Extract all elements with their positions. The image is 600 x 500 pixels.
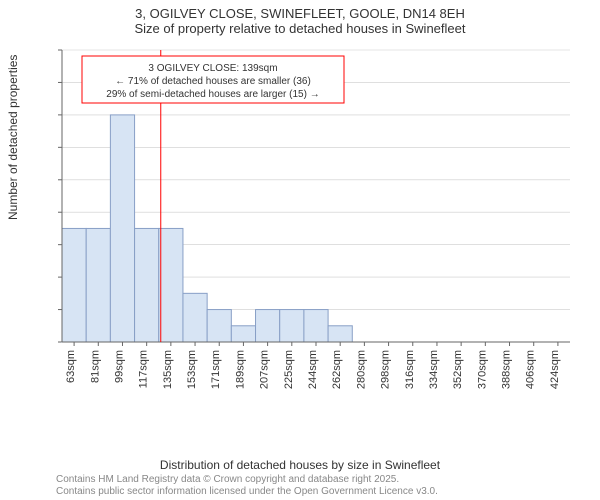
histogram-bar — [62, 228, 86, 342]
x-tick-label: 370sqm — [476, 350, 488, 389]
x-tick-label: 262sqm — [331, 350, 343, 389]
x-tick-label: 225sqm — [283, 350, 295, 389]
x-tick-label: 99sqm — [113, 350, 125, 383]
y-axis-label: Number of detached properties — [6, 55, 20, 220]
chart-container: 3, OGILVEY CLOSE, SWINEFLEET, GOOLE, DN1… — [0, 0, 600, 500]
attribution-line2: Contains public sector information licen… — [56, 486, 438, 498]
x-tick-label: 424sqm — [549, 350, 561, 389]
x-tick-label: 153sqm — [186, 350, 198, 389]
histogram-bar — [231, 326, 255, 342]
attribution-line1: Contains HM Land Registry data © Crown c… — [56, 474, 438, 486]
histogram-bar — [110, 115, 134, 342]
plot-area: 02468101214161863sqm81sqm99sqm117sqm135s… — [56, 44, 576, 404]
annotation-line: ← 71% of detached houses are smaller (36… — [115, 76, 311, 87]
x-tick-label: 352sqm — [452, 350, 464, 389]
attribution-text: Contains HM Land Registry data © Crown c… — [56, 474, 438, 498]
x-tick-label: 298sqm — [380, 350, 392, 389]
histogram-bar — [86, 228, 110, 342]
histogram-bar — [328, 326, 352, 342]
x-tick-label: 171sqm — [210, 350, 222, 389]
x-tick-label: 117sqm — [138, 350, 150, 388]
x-tick-label: 316sqm — [404, 350, 416, 389]
chart-title-line2: Size of property relative to detached ho… — [0, 21, 600, 40]
histogram-bar — [256, 310, 280, 342]
x-tick-label: 63sqm — [65, 350, 77, 383]
histogram-bar — [280, 310, 304, 342]
histogram-bar — [183, 293, 207, 342]
x-tick-label: 388sqm — [501, 350, 513, 389]
histogram-bar — [159, 228, 183, 342]
x-tick-label: 280sqm — [355, 350, 367, 389]
x-tick-label: 406sqm — [525, 350, 537, 389]
x-tick-label: 334sqm — [428, 350, 440, 389]
chart-title-line1: 3, OGILVEY CLOSE, SWINEFLEET, GOOLE, DN1… — [0, 0, 600, 21]
histogram-bar — [304, 310, 328, 342]
histogram-bar — [207, 310, 231, 342]
x-tick-label: 81sqm — [89, 350, 101, 383]
x-tick-label: 135sqm — [162, 350, 174, 389]
x-tick-label: 207sqm — [259, 350, 271, 389]
chart-svg: 02468101214161863sqm81sqm99sqm117sqm135s… — [56, 44, 576, 404]
x-axis-label: Distribution of detached houses by size … — [0, 458, 600, 472]
x-tick-label: 244sqm — [307, 350, 319, 389]
x-tick-label: 189sqm — [234, 350, 246, 389]
histogram-bar — [135, 228, 159, 342]
annotation-line: 29% of semi-detached houses are larger (… — [106, 89, 319, 100]
annotation-line: 3 OGILVEY CLOSE: 139sqm — [148, 63, 277, 74]
